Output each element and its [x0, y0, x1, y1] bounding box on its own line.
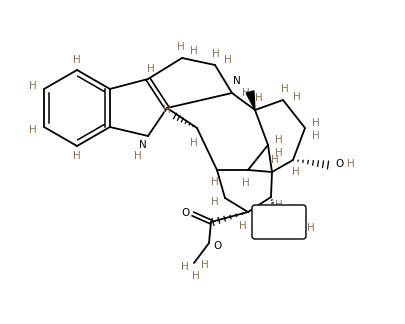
Text: H: H: [255, 93, 263, 103]
Text: Os: Os: [277, 219, 290, 229]
Text: H: H: [211, 177, 219, 187]
Text: H: H: [190, 138, 198, 148]
Text: H: H: [239, 221, 247, 231]
Text: H: H: [312, 118, 320, 128]
Text: H: H: [211, 197, 219, 207]
Text: H: H: [272, 221, 278, 229]
Text: H: H: [181, 262, 189, 272]
Text: H: H: [163, 105, 171, 115]
Text: O: O: [213, 241, 221, 251]
Text: H: H: [73, 55, 81, 65]
Text: H: H: [347, 159, 355, 169]
Text: H: H: [190, 46, 198, 56]
Text: H: H: [275, 148, 283, 158]
Text: H: H: [312, 131, 320, 141]
Text: O: O: [181, 208, 189, 218]
Text: A: A: [276, 215, 282, 225]
FancyBboxPatch shape: [252, 205, 306, 239]
Text: H: H: [293, 92, 301, 102]
Text: H: H: [73, 151, 81, 161]
Text: H: H: [134, 151, 142, 161]
Text: H: H: [242, 88, 250, 98]
Text: H: H: [307, 223, 315, 233]
Text: H: H: [201, 260, 209, 270]
Text: H: H: [29, 81, 37, 91]
Text: H: H: [275, 200, 283, 210]
Polygon shape: [246, 91, 255, 110]
Text: H: H: [242, 178, 250, 188]
Text: O: O: [335, 159, 343, 169]
Text: H: H: [29, 125, 37, 135]
Text: H: H: [147, 64, 155, 74]
Text: N: N: [233, 76, 241, 86]
Text: N: N: [139, 140, 147, 150]
Text: H: H: [224, 55, 232, 65]
Text: H: H: [292, 167, 300, 177]
Text: H: H: [177, 42, 185, 52]
Text: H: H: [275, 135, 283, 145]
Text: H: H: [281, 84, 289, 94]
Text: H: H: [271, 155, 279, 165]
Text: H: H: [212, 49, 220, 59]
Text: H: H: [192, 271, 200, 281]
